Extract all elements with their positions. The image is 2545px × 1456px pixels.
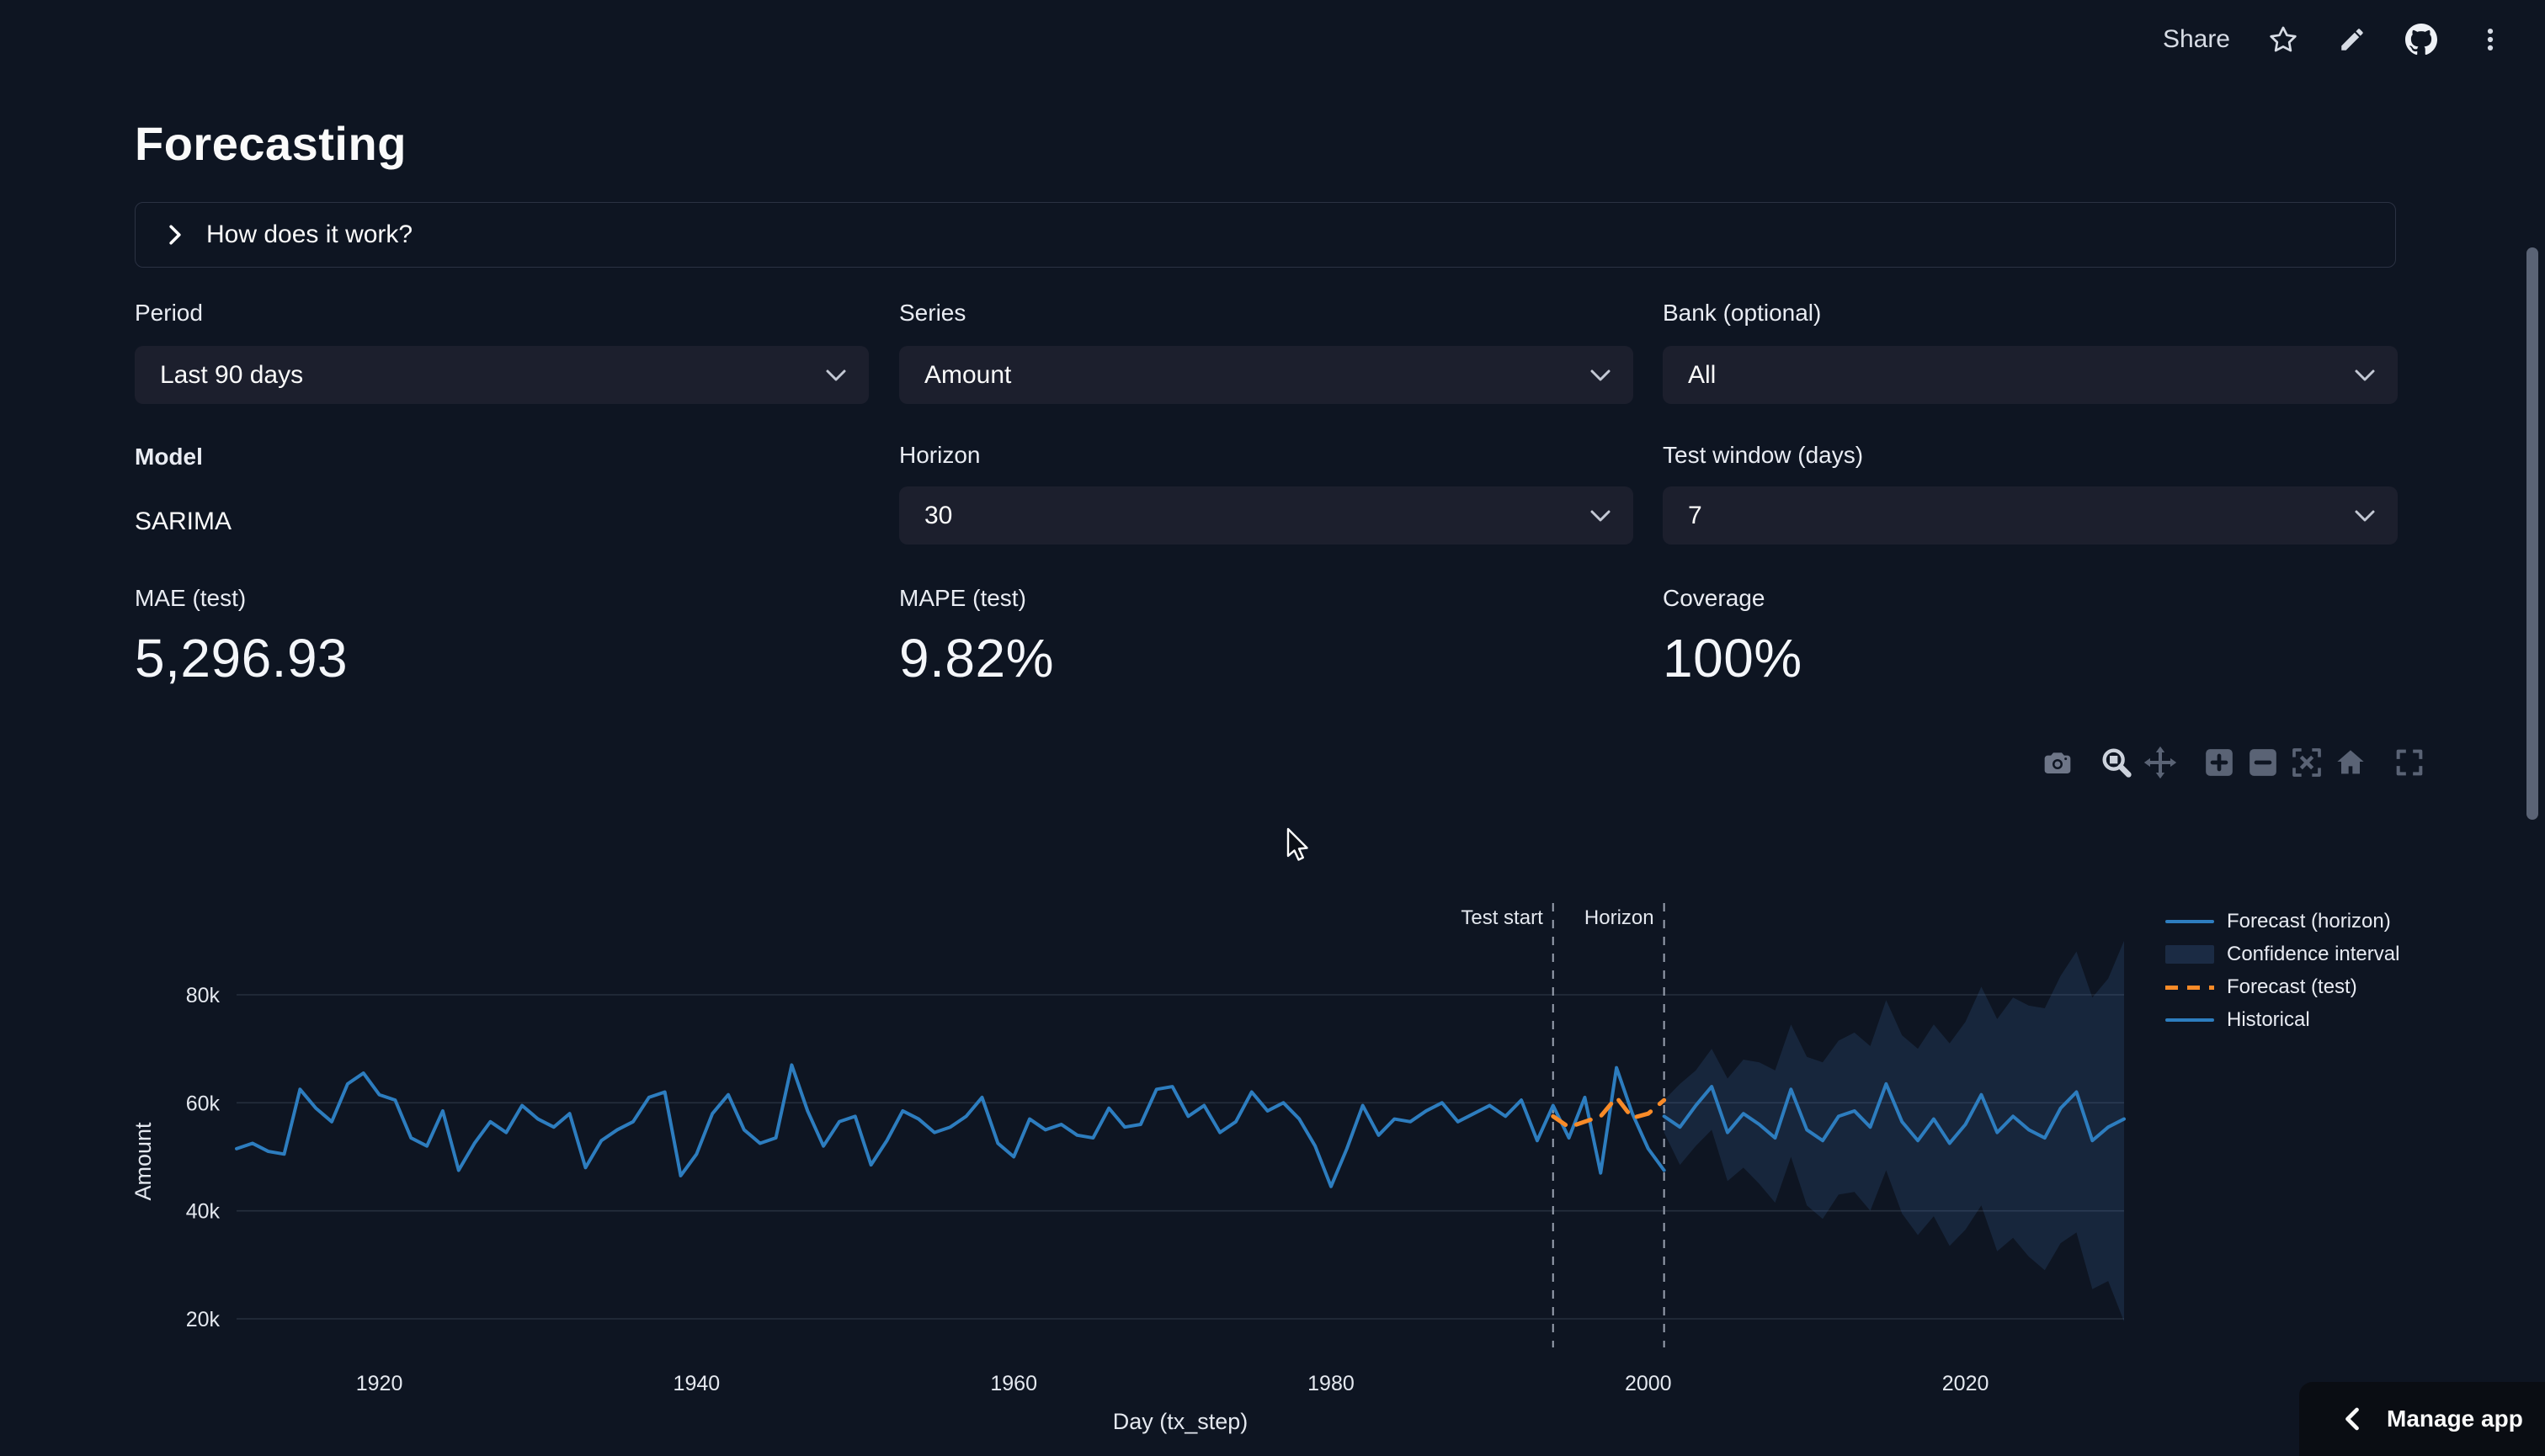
github-icon[interactable] bbox=[2405, 24, 2437, 56]
bank-label: Bank (optional) bbox=[1663, 300, 1822, 326]
line-swatch-icon bbox=[2165, 920, 2214, 923]
series-value: Amount bbox=[924, 360, 1012, 389]
chevron-left-icon bbox=[2345, 1407, 2359, 1431]
svg-text:1960: 1960 bbox=[990, 1372, 1037, 1395]
star-icon[interactable] bbox=[2267, 24, 2299, 56]
plotly-modebar bbox=[2032, 744, 2428, 781]
bank-select[interactable]: All bbox=[1663, 346, 2398, 404]
horizon-select[interactable]: 30 bbox=[899, 486, 1633, 545]
zoom-box-icon[interactable] bbox=[2098, 744, 2135, 781]
page-scrollbar-thumb[interactable] bbox=[2526, 247, 2538, 820]
svg-text:40k: 40k bbox=[186, 1200, 221, 1224]
chevron-down-icon bbox=[826, 369, 846, 380]
coverage-metric-label: Coverage bbox=[1663, 585, 1765, 611]
mape-metric-label: MAPE (test) bbox=[899, 585, 1026, 611]
dashed-line-swatch-icon bbox=[2165, 985, 2214, 990]
svg-text:20k: 20k bbox=[186, 1308, 221, 1331]
svg-text:Day (tx_step): Day (tx_step) bbox=[1113, 1409, 1249, 1434]
svg-text:Amount: Amount bbox=[130, 1122, 156, 1201]
mae-metric-label: MAE (test) bbox=[135, 585, 247, 611]
manage-app-label: Manage app bbox=[2387, 1406, 2523, 1432]
bank-value: All bbox=[1688, 360, 1717, 389]
pan-icon[interactable] bbox=[2142, 744, 2179, 781]
svg-text:1920: 1920 bbox=[356, 1372, 403, 1395]
line-swatch-icon bbox=[2165, 1018, 2214, 1022]
legend-item-historical[interactable]: Historical bbox=[2165, 1007, 2399, 1033]
legend-item-forecast-test[interactable]: Forecast (test) bbox=[2165, 975, 2399, 1000]
legend-label: Historical bbox=[2227, 1008, 2310, 1031]
svg-text:1980: 1980 bbox=[1307, 1372, 1355, 1395]
legend-item-confidence-interval[interactable]: Confidence interval bbox=[2165, 942, 2399, 967]
chevron-down-icon bbox=[2355, 510, 2375, 521]
svg-text:Test start: Test start bbox=[1461, 906, 1543, 929]
expander-label: How does it work? bbox=[206, 221, 413, 248]
test-window-select[interactable]: 7 bbox=[1663, 486, 2398, 545]
series-select[interactable]: Amount bbox=[899, 346, 1633, 404]
svg-text:1940: 1940 bbox=[674, 1372, 721, 1395]
period-select[interactable]: Last 90 days bbox=[135, 346, 869, 404]
horizon-label: Horizon bbox=[899, 442, 981, 468]
reset-home-icon[interactable] bbox=[2332, 744, 2369, 781]
svg-text:80k: 80k bbox=[186, 984, 221, 1007]
chevron-down-icon bbox=[2355, 369, 2375, 380]
test-window-value: 7 bbox=[1688, 501, 1702, 529]
how-it-works-expander[interactable]: How does it work? bbox=[135, 202, 2396, 268]
mae-metric-value: 5,296.93 bbox=[135, 628, 349, 688]
overflow-menu-icon[interactable] bbox=[2474, 24, 2506, 56]
page-title: Forecasting bbox=[135, 117, 407, 170]
chevron-down-icon bbox=[1590, 369, 1611, 380]
manage-app-button[interactable]: Manage app bbox=[2299, 1382, 2545, 1456]
chevron-right-icon bbox=[169, 225, 181, 245]
coverage-metric-value: 100% bbox=[1663, 628, 1802, 688]
mouse-cursor bbox=[1286, 827, 1308, 861]
share-button[interactable]: Share bbox=[2162, 25, 2230, 53]
chart-legend: Forecast (horizon) Confidence interval F… bbox=[2165, 909, 2399, 1033]
band-swatch-icon bbox=[2165, 945, 2214, 964]
autoscale-icon[interactable] bbox=[2288, 744, 2325, 781]
app-header: Share bbox=[2163, 24, 2506, 56]
zoom-out-icon[interactable] bbox=[2244, 744, 2281, 781]
period-value: Last 90 days bbox=[160, 360, 304, 389]
legend-label: Forecast (horizon) bbox=[2227, 910, 2391, 933]
legend-item-forecast-horizon[interactable]: Forecast (horizon) bbox=[2165, 909, 2399, 934]
horizon-value: 30 bbox=[924, 501, 953, 529]
period-label: Period bbox=[135, 300, 203, 326]
chevron-down-icon bbox=[1590, 510, 1611, 521]
svg-text:2000: 2000 bbox=[1625, 1372, 1672, 1395]
test-window-label: Test window (days) bbox=[1663, 442, 1864, 468]
model-label: Model bbox=[135, 444, 203, 470]
model-value: SARIMA bbox=[135, 507, 232, 535]
series-label: Series bbox=[899, 300, 966, 326]
camera-download-icon[interactable] bbox=[2039, 744, 2076, 781]
mape-metric-value: 9.82% bbox=[899, 628, 1054, 688]
svg-text:60k: 60k bbox=[186, 1092, 221, 1115]
legend-label: Confidence interval bbox=[2227, 943, 2400, 965]
legend-label: Forecast (test) bbox=[2227, 975, 2357, 998]
svg-text:2020: 2020 bbox=[1942, 1372, 1989, 1395]
edit-pencil-icon[interactable] bbox=[2336, 24, 2368, 56]
svg-text:Horizon: Horizon bbox=[1584, 906, 1654, 929]
zoom-in-icon[interactable] bbox=[2201, 744, 2238, 781]
fullscreen-icon[interactable] bbox=[2391, 744, 2428, 781]
